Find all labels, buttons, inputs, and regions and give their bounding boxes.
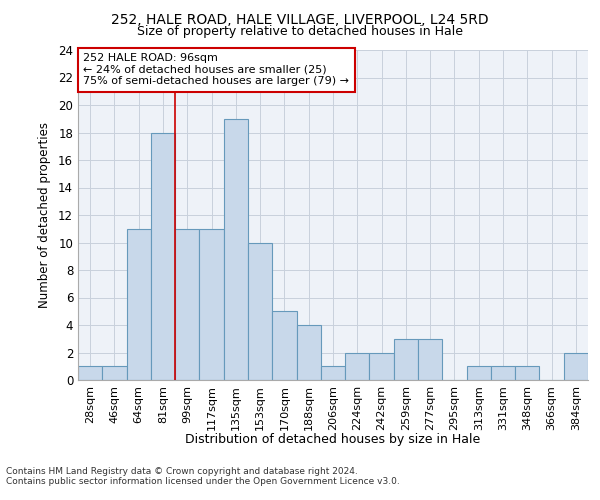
Text: Contains public sector information licensed under the Open Government Licence v3: Contains public sector information licen… [6,478,400,486]
Text: Size of property relative to detached houses in Hale: Size of property relative to detached ho… [137,25,463,38]
Bar [102,366,127,380]
Bar [151,132,175,380]
Bar [248,242,272,380]
Bar [296,325,321,380]
Bar [467,366,491,380]
Bar [224,118,248,380]
Text: Contains HM Land Registry data © Crown copyright and database right 2024.: Contains HM Land Registry data © Crown c… [6,468,358,476]
Text: 252 HALE ROAD: 96sqm
← 24% of detached houses are smaller (25)
75% of semi-detac: 252 HALE ROAD: 96sqm ← 24% of detached h… [83,54,349,86]
Bar [272,311,296,380]
Bar [175,229,199,380]
Bar [515,366,539,380]
Bar [370,352,394,380]
Bar [345,352,370,380]
Bar [127,229,151,380]
Bar [78,366,102,380]
Bar [491,366,515,380]
Y-axis label: Number of detached properties: Number of detached properties [38,122,51,308]
Bar [199,229,224,380]
Bar [418,339,442,380]
Text: Distribution of detached houses by size in Hale: Distribution of detached houses by size … [185,432,481,446]
Bar [564,352,588,380]
Text: 252, HALE ROAD, HALE VILLAGE, LIVERPOOL, L24 5RD: 252, HALE ROAD, HALE VILLAGE, LIVERPOOL,… [111,12,489,26]
Bar [394,339,418,380]
Bar [321,366,345,380]
